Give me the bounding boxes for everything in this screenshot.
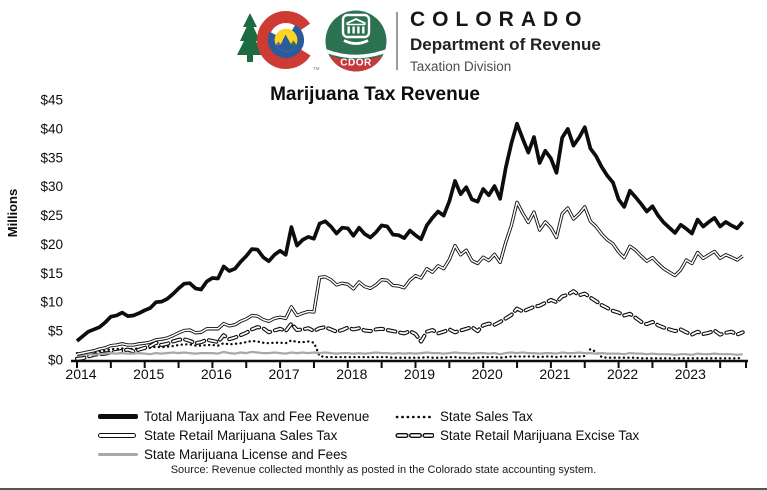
badge-cdor-text: CDOR (340, 58, 372, 69)
legend-item-license-fees: State Marijuana License and Fees (98, 447, 394, 462)
legend-marker-solid-thick-icon (98, 414, 144, 419)
cdor-badge-logo: CDOR (325, 10, 387, 72)
legend-label: Total Marijuana Tax and Fee Revenue (144, 409, 370, 424)
series-line-total-revenue (75, 121, 745, 343)
bottom-border (0, 488, 767, 490)
x-tick-label: 2022 (607, 366, 638, 382)
capitol-columns-icon (341, 13, 371, 45)
red-c-ring (257, 11, 315, 69)
legend-marker-hollow-dash-icon (394, 431, 440, 440)
blue-c-ring (267, 21, 305, 59)
org-name: COLORADO (410, 7, 589, 31)
division-name: Taxation Division (410, 58, 512, 74)
legend-item-state-sales-tax: State Sales Tax (394, 409, 639, 424)
series-line-excise-tax (75, 289, 745, 361)
series-line-retail-sales-tax-core (76, 201, 744, 355)
badge-red-segment (325, 53, 387, 72)
chart-title: Marijuana Tax Revenue (270, 84, 480, 105)
department-name: Department of Revenue (410, 34, 601, 54)
legend-label: State Sales Tax (440, 409, 533, 424)
pine-tree-icon (237, 13, 263, 62)
y-tick-label: $45 (40, 93, 63, 108)
x-tick-label: 2014 (65, 366, 96, 382)
header-text: COLORADO Department of Revenue Taxation … (410, 9, 601, 74)
y-tick-label: $20 (40, 237, 63, 252)
y-tick-label: $15 (40, 266, 63, 281)
y-tick-label: $40 (40, 121, 63, 136)
legend-marker-double-line-icon (98, 432, 144, 439)
x-tick-label: 2017 (269, 366, 300, 382)
chart-legend: Total Marijuana Tax and Fee Revenue Stat… (98, 407, 639, 464)
series-line-retail-sales-tax (76, 200, 744, 356)
legend-label: State Retail Marijuana Sales Tax (144, 428, 338, 443)
y-tick-label: $0 (48, 353, 63, 368)
legend-item-total: Total Marijuana Tax and Fee Revenue (98, 409, 394, 424)
y-tick-label: $25 (40, 208, 63, 223)
series-line-excise-tax-core (76, 290, 744, 360)
source-note: Source: Revenue collected monthly as pos… (170, 464, 597, 476)
series-line-license-fees (76, 350, 743, 357)
legend-label: State Marijuana License and Fees (144, 447, 348, 462)
badge-band (325, 47, 387, 59)
colorado-state-logo: TM (237, 11, 320, 71)
y-tick-label: $5 (48, 324, 63, 339)
trademark-text: TM (313, 66, 320, 71)
y-tick-label: $10 (40, 295, 63, 310)
legend-item-retail-sales-tax: State Retail Marijuana Sales Tax (98, 428, 394, 443)
x-tick-label: 2020 (472, 366, 503, 382)
legend-marker-dotted-icon (394, 413, 440, 421)
x-tick-label: 2015 (133, 366, 164, 382)
header: TM CDOR COLORADO De (236, 6, 601, 76)
y-tick-label: $35 (40, 150, 63, 165)
legend-item-excise-tax: State Retail Marijuana Excise Tax (394, 428, 639, 443)
header-divider (396, 12, 398, 70)
series-line-state-sales-tax (75, 339, 744, 360)
x-tick-label: 2018 (336, 366, 367, 382)
mountains-icon (274, 34, 298, 52)
legend-label: State Retail Marijuana Excise Tax (440, 428, 640, 443)
x-tick-label: 2019 (404, 366, 435, 382)
y-tick-label: $30 (40, 179, 63, 194)
x-tick-label: 2023 (675, 366, 706, 382)
legend-marker-solid-gray-icon (98, 452, 144, 457)
x-tick-label: 2021 (539, 366, 570, 382)
x-tick-label: 2016 (201, 366, 232, 382)
